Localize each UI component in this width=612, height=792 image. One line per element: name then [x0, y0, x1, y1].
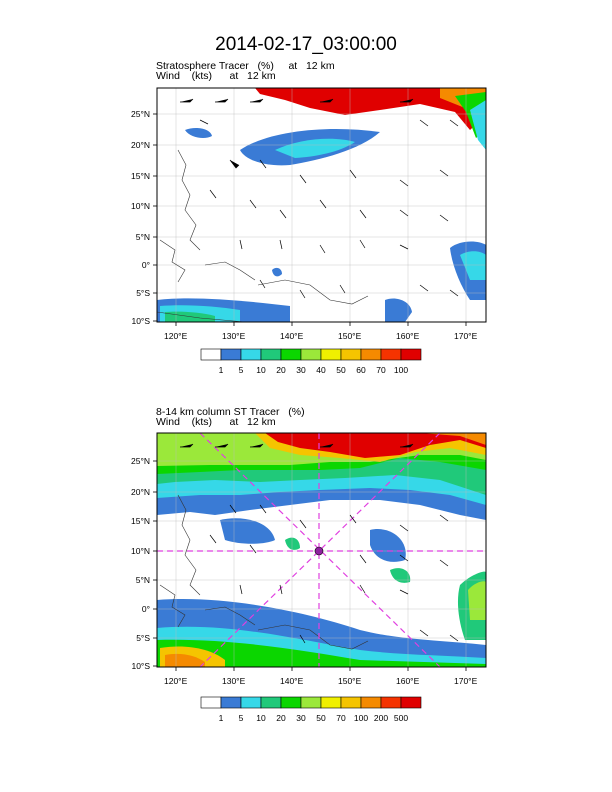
colorbar-swatch	[220, 696, 242, 709]
colorbar-swatch	[240, 348, 262, 361]
colorbar-swatch	[380, 348, 402, 361]
panel1-title: Stratosphere Tracer (%) at 12 km	[156, 60, 335, 72]
colorbar-label: 70	[376, 365, 386, 375]
colorbar-label: 1	[218, 365, 224, 375]
wind-barbs	[180, 98, 459, 299]
colorbar-swatch	[320, 348, 342, 361]
colorbar-swatch	[280, 696, 302, 709]
panel2-colorbar	[200, 696, 422, 709]
colorbar-label: 30	[296, 365, 306, 375]
colorbar-label: 5	[238, 365, 244, 375]
colorbar-swatch	[300, 696, 322, 709]
p2-lat-label: 5°N	[135, 575, 150, 585]
colorbar-swatch	[200, 348, 222, 361]
colorbar-swatch	[380, 696, 402, 709]
coastline	[157, 149, 369, 322]
p1-lon-label: 140°E	[280, 331, 304, 341]
p1-lon-label: 170°E	[454, 331, 478, 341]
p2-lon-label: 140°E	[280, 676, 304, 686]
p1-lat-label: 20°N	[131, 140, 150, 150]
colorbar-label: 20	[276, 365, 286, 375]
p2-lat-label: 0°	[141, 604, 150, 614]
colorbar-label: 30	[296, 713, 306, 723]
p1-lat-label: 0°	[141, 260, 150, 270]
colorbar-label: 200	[373, 713, 389, 723]
p1-lon-label: 120°E	[164, 331, 188, 341]
p2-lon-label: 130°E	[222, 676, 246, 686]
panel2-frame	[156, 432, 487, 668]
colorbar-label: 70	[336, 713, 346, 723]
p2-lon-label: 160°E	[396, 676, 420, 686]
colorbar-label: 1	[218, 713, 224, 723]
colorbar-swatch	[340, 348, 362, 361]
colorbar-swatch	[400, 696, 422, 709]
colorbar-swatch	[400, 348, 422, 361]
p1-lat-label: 5°S	[136, 288, 150, 298]
p2-lat-label: 15°N	[131, 516, 150, 526]
colorbar-swatch	[360, 696, 382, 709]
p1-lat-label: 15°N	[131, 171, 150, 181]
panel2-title: 8-14 km column ST Tracer (%)	[156, 406, 305, 418]
p2-lon-label: 170°E	[454, 676, 478, 686]
p2-lat-label: 25°N	[131, 456, 150, 466]
colorbar-label: 100	[353, 713, 369, 723]
colorbar-swatch	[360, 348, 382, 361]
colorbar-swatch	[200, 696, 222, 709]
p2-lat-label: 20°N	[131, 487, 150, 497]
p2-lat-label: 10°S	[131, 661, 150, 671]
colorbar-label: 50	[336, 365, 346, 375]
colorbar-label: 40	[316, 365, 326, 375]
colorbar-label: 50	[316, 713, 326, 723]
p1-lat-label: 10°S	[131, 316, 150, 326]
colorbar-label: 100	[393, 365, 409, 375]
colorbar-label: 500	[393, 713, 409, 723]
p1-lon-label: 150°E	[338, 331, 362, 341]
p1-lon-label: 160°E	[396, 331, 420, 341]
center-marker	[314, 546, 324, 556]
colorbar-swatch	[320, 696, 342, 709]
colorbar-label: 20	[276, 713, 286, 723]
colorbar-swatch	[260, 348, 282, 361]
p1-lat-label: 10°N	[131, 201, 150, 211]
colorbar-swatch	[240, 696, 262, 709]
colorbar-swatch	[260, 696, 282, 709]
panel2-subtitle: Wind (kts) at 12 km	[156, 416, 276, 428]
panel1-frame	[156, 87, 487, 323]
colorbar-swatch	[220, 348, 242, 361]
colorbar-label: 5	[238, 713, 244, 723]
colorbar-label: 10	[256, 365, 266, 375]
p1-lat-label: 25°N	[131, 109, 150, 119]
colorbar-swatch	[300, 348, 322, 361]
panel1-colorbar	[200, 348, 422, 361]
colorbar-label: 60	[356, 365, 366, 375]
p2-lon-label: 120°E	[164, 676, 188, 686]
colorbar-swatch	[280, 348, 302, 361]
p1-lat-label: 5°N	[135, 232, 150, 242]
tracer-high-region-2	[265, 433, 486, 458]
colorbar-label: 10	[256, 713, 266, 723]
panel1-subtitle: Wind (kts) at 12 km	[156, 70, 276, 82]
tracer-high-region	[255, 88, 486, 130]
main-title: 2014-02-17_03:00:00	[215, 34, 397, 55]
p2-lat-label: 10°N	[131, 546, 150, 556]
p1-lon-label: 130°E	[222, 331, 246, 341]
panel2-map	[157, 433, 486, 667]
colorbar-swatch	[340, 696, 362, 709]
p2-lat-label: 5°S	[136, 633, 150, 643]
p2-lon-label: 150°E	[338, 676, 362, 686]
